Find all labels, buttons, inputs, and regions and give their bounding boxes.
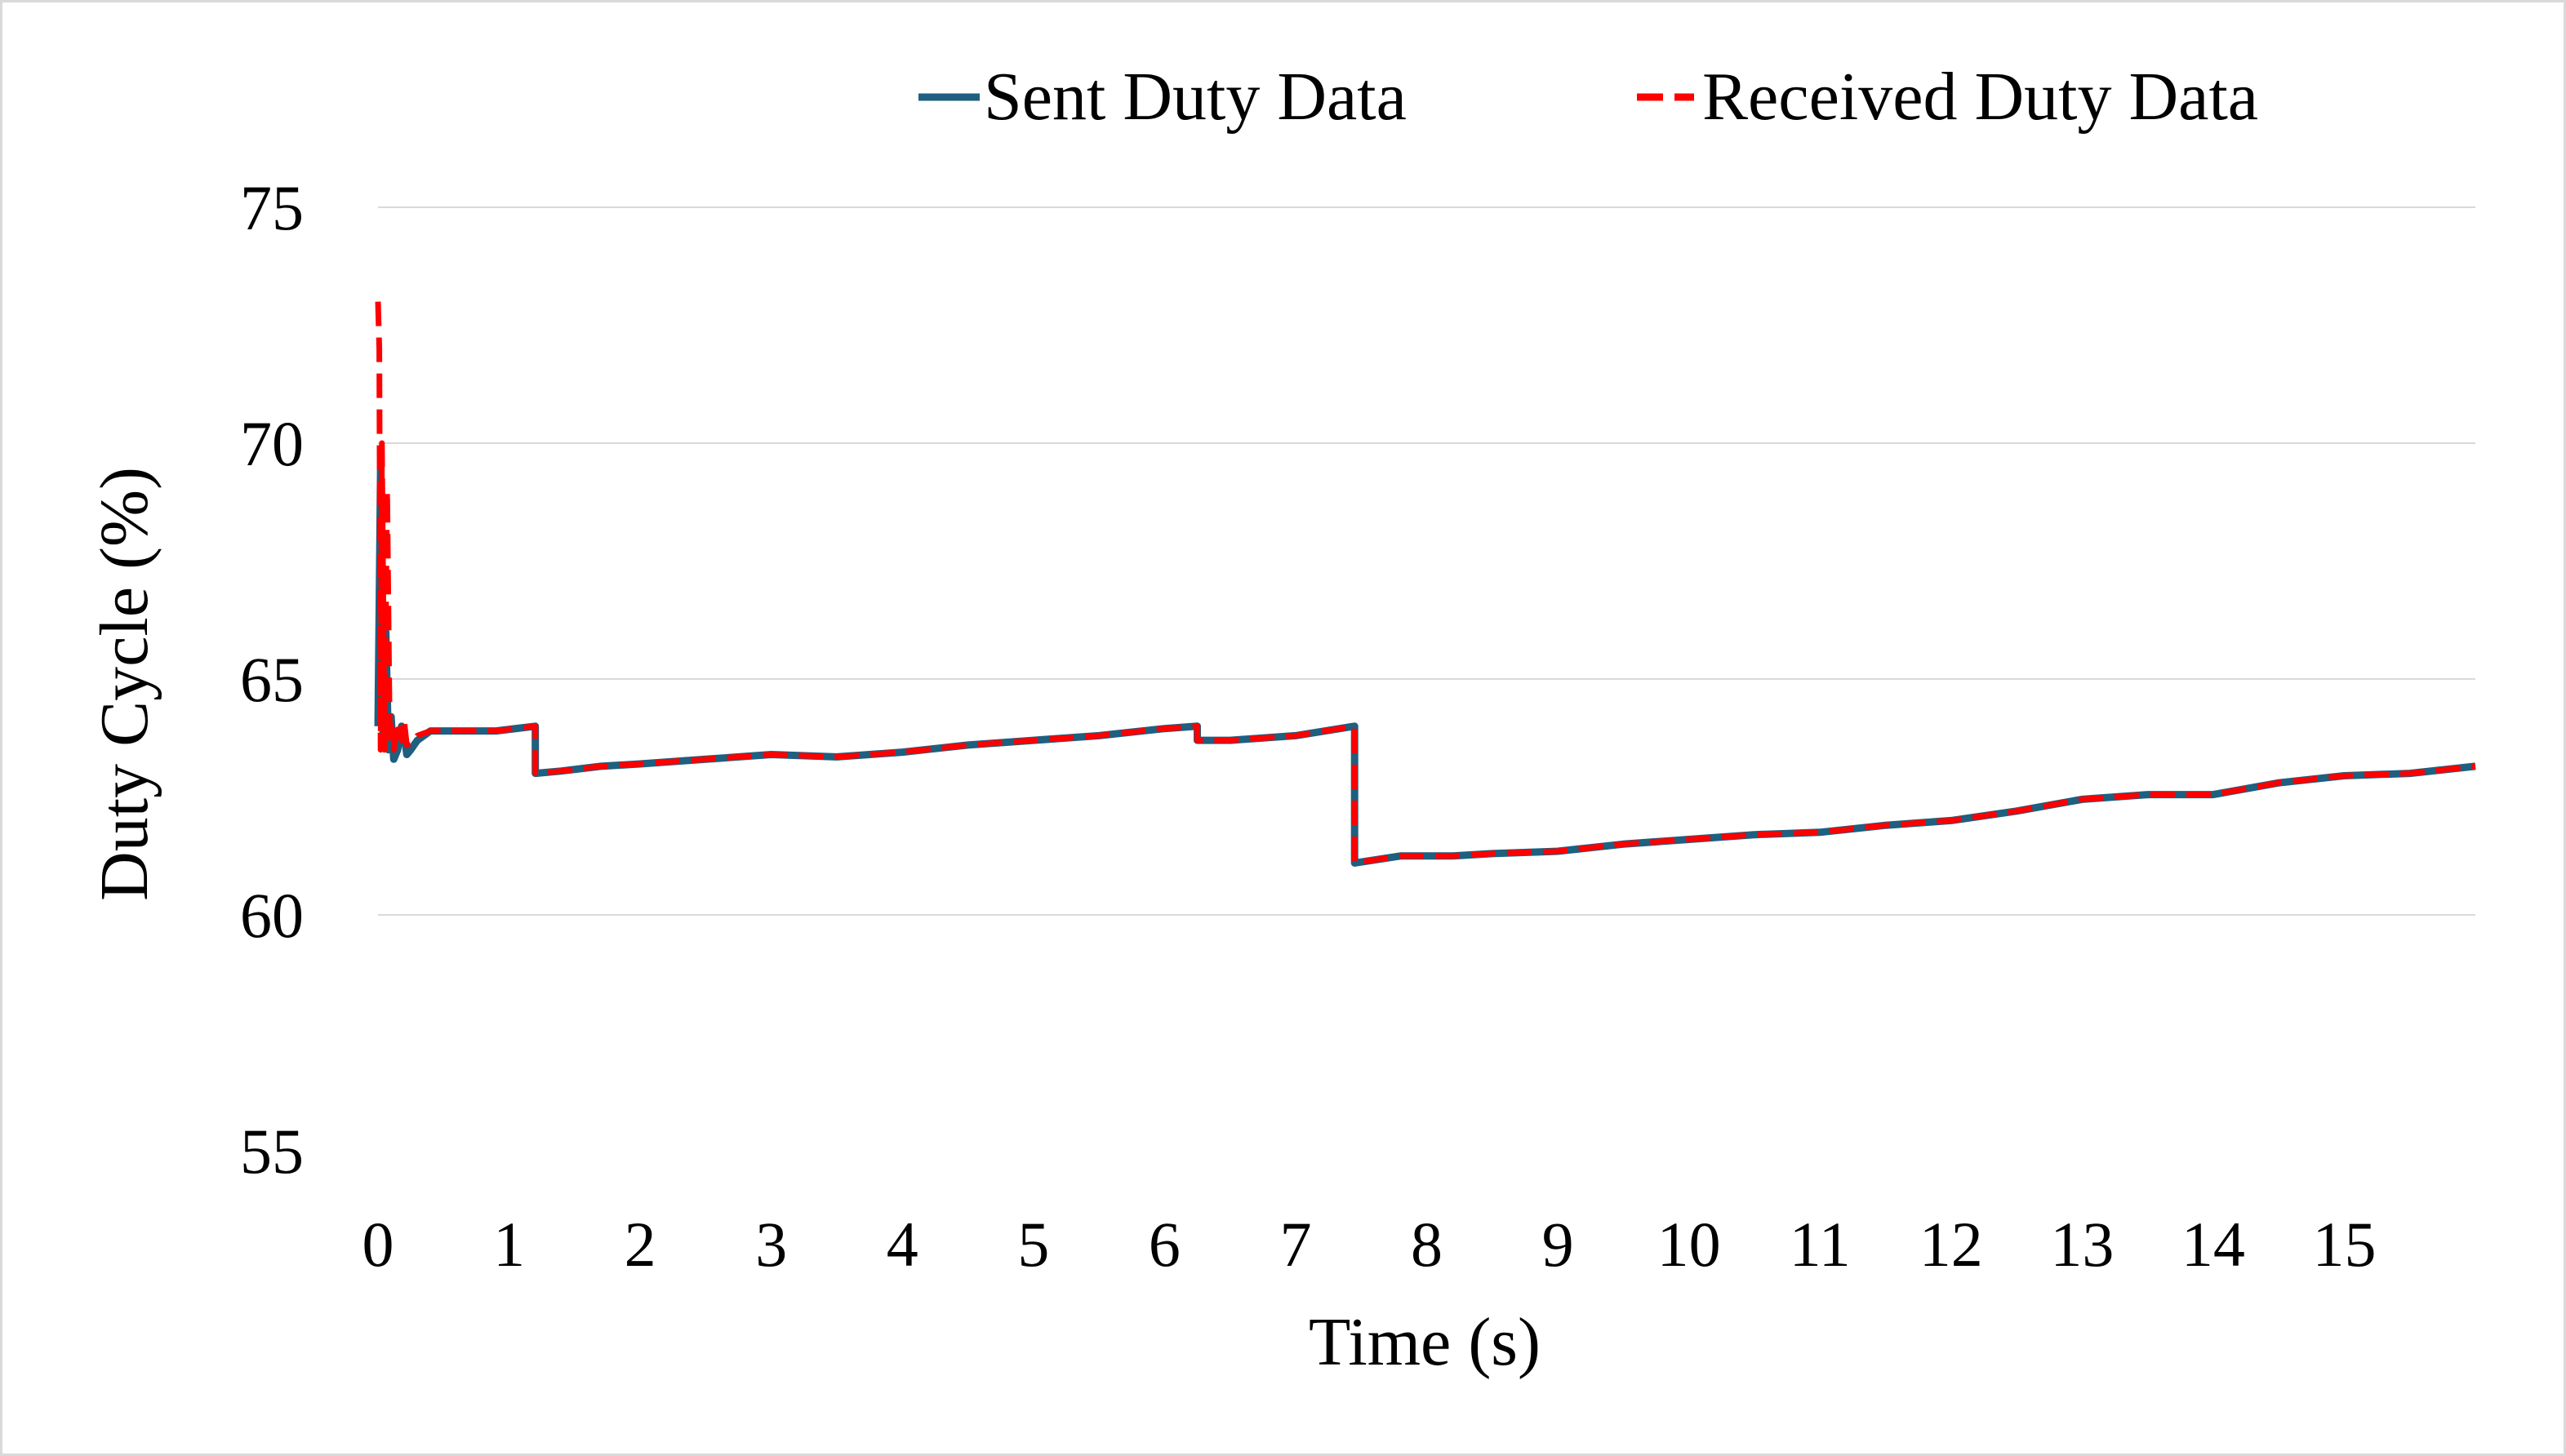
y-tick-label-75: 75: [240, 172, 304, 243]
x-tick-label-8: 8: [1411, 1209, 1443, 1280]
x-tick-labels: 0 1 2 3 4 5 6 7 8 9 10 11 12 13 14 15: [362, 1209, 2377, 1280]
x-tick-label-13: 13: [2050, 1209, 2114, 1280]
x-tick-label-6: 6: [1149, 1209, 1181, 1280]
x-tick-label-2: 2: [625, 1209, 656, 1280]
legend-label-received: Received Duty Data: [1702, 59, 2258, 135]
x-tick-label-11: 11: [1790, 1209, 1851, 1280]
series-lines: [374, 301, 2476, 867]
series-line-sent-duty-data: [374, 463, 2476, 867]
y-tick-labels: 55 60 65 70 75: [240, 172, 304, 1187]
x-tick-label-10: 10: [1657, 1209, 1721, 1280]
series-line-received-duty-data: [375, 301, 2476, 866]
x-tick-label-14: 14: [2181, 1209, 2245, 1280]
x-tick-label-5: 5: [1017, 1209, 1049, 1280]
y-axis-title: Duty Cycle (%): [87, 467, 162, 901]
x-tick-label-4: 4: [887, 1209, 918, 1280]
y-tick-label-70: 70: [240, 408, 304, 479]
x-axis-title: Time (s): [1309, 1304, 1541, 1380]
x-tick-label-12: 12: [1919, 1209, 1983, 1280]
y-tick-label-60: 60: [240, 880, 304, 951]
y-tick-label-55: 55: [240, 1116, 304, 1187]
legend: Sent Duty Data Received Duty Data: [918, 59, 2258, 135]
x-tick-label-3: 3: [755, 1209, 787, 1280]
y-tick-label-65: 65: [240, 644, 304, 715]
x-tick-label-0: 0: [362, 1209, 394, 1280]
x-tick-label-7: 7: [1279, 1209, 1311, 1280]
x-tick-label-15: 15: [2312, 1209, 2376, 1280]
x-tick-label-9: 9: [1542, 1209, 1574, 1280]
legend-label-sent: Sent Duty Data: [984, 59, 1407, 135]
gridlines: [378, 206, 2475, 916]
x-tick-label-1: 1: [493, 1209, 525, 1280]
